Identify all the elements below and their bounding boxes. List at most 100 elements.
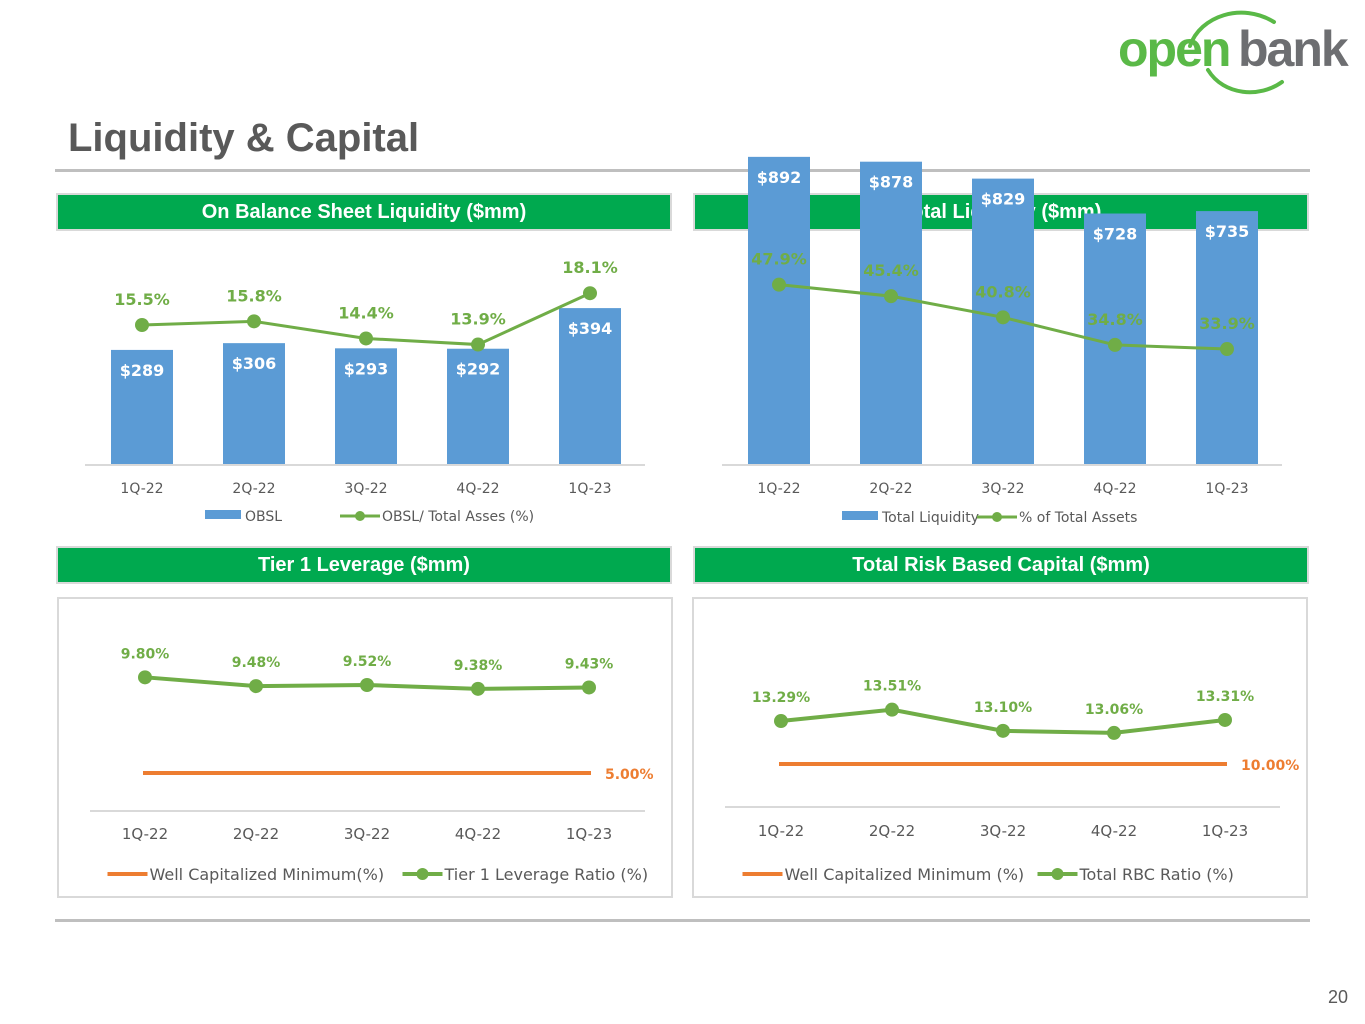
obsl-tick-3Q-22: 3Q-22 bbox=[344, 481, 387, 497]
obsl-tick-1Q-23: 1Q-23 bbox=[568, 481, 611, 497]
tier1-line-point-1Q-22 bbox=[138, 670, 152, 685]
logo-word-open: open bbox=[1118, 21, 1229, 77]
panel-header-total-rbc: Total Risk Based Capital ($mm) bbox=[693, 546, 1309, 584]
obsl-line-label-4Q-22: 13.9% bbox=[450, 310, 506, 329]
obsl-line-label-2Q-22: 15.8% bbox=[226, 286, 282, 305]
title-divider bbox=[55, 169, 1310, 172]
tier1-legend-line-marker bbox=[416, 868, 429, 880]
rbc-tick-2Q-22: 2Q-22 bbox=[869, 822, 915, 840]
total_liquidity-line-point-3Q-22 bbox=[996, 310, 1010, 325]
obsl-bar-1Q-22 bbox=[111, 349, 173, 465]
obsl-tick-4Q-22: 4Q-22 bbox=[456, 481, 499, 497]
total_liquidity-line-point-1Q-23 bbox=[1220, 342, 1234, 357]
tier1-line-label-1Q-22: 9.80% bbox=[121, 646, 170, 662]
obsl-line-point-4Q-22 bbox=[471, 337, 485, 352]
obsl-bar-label-3Q-22: $293 bbox=[344, 359, 389, 378]
total_liquidity-bar-label-3Q-22: $829 bbox=[981, 190, 1026, 209]
obsl-tick-1Q-22: 1Q-22 bbox=[120, 481, 163, 497]
rbc-line-label-2Q-22: 13.51% bbox=[863, 679, 921, 695]
obsl-bar-label-4Q-22: $292 bbox=[456, 360, 501, 379]
total_liquidity-tick-3Q-22: 3Q-22 bbox=[981, 481, 1024, 497]
rbc-line-point-2Q-22 bbox=[885, 702, 899, 717]
rbc-chart-frame bbox=[692, 597, 1308, 898]
tier1-line-label-4Q-22: 9.38% bbox=[454, 658, 503, 674]
total_liquidity-line-point-2Q-22 bbox=[884, 289, 898, 304]
tier1-line-point-2Q-22 bbox=[249, 679, 263, 694]
logo-word-bank: bank bbox=[1238, 21, 1349, 77]
tier1-legend-line-label: Tier 1 Leverage Ratio (%) bbox=[444, 865, 649, 884]
panel-header-obsl: On Balance Sheet Liquidity ($mm) bbox=[56, 193, 672, 231]
total_liquidity-line-label-2Q-22: 45.4% bbox=[863, 261, 919, 280]
total_liquidity-legend-line-marker bbox=[992, 512, 1002, 522]
tier1-legend-min-label: Well Capitalized Minimum(%) bbox=[150, 865, 385, 884]
rbc-tick-1Q-22: 1Q-22 bbox=[758, 822, 804, 840]
total_liquidity-line-label-1Q-22: 47.9% bbox=[751, 250, 807, 269]
obsl-line-point-1Q-23 bbox=[583, 286, 597, 301]
obsl-line-point-1Q-22 bbox=[135, 318, 149, 332]
tier1-tick-3Q-22: 3Q-22 bbox=[344, 825, 390, 843]
total_liquidity-line-label-4Q-22: 34.8% bbox=[1087, 310, 1143, 329]
obsl-legend-bar-swatch bbox=[205, 510, 241, 519]
total_liquidity-legend-line-label: % of Total Assets bbox=[1019, 510, 1137, 526]
rbc-tick-3Q-22: 3Q-22 bbox=[980, 822, 1026, 840]
obsl-legend-line-marker bbox=[355, 511, 365, 521]
tier1-line-point-1Q-23 bbox=[582, 680, 596, 695]
tier1-line-label-2Q-22: 9.48% bbox=[232, 655, 281, 671]
total_liquidity-bar-label-1Q-23: $735 bbox=[1205, 222, 1250, 241]
rbc-tick-1Q-23: 1Q-23 bbox=[1202, 822, 1248, 840]
obsl-bar-4Q-22 bbox=[447, 348, 509, 465]
tier1-min-label: 5.00% bbox=[605, 767, 654, 783]
rbc-line-label-1Q-23: 13.31% bbox=[1196, 689, 1254, 705]
obsl-bar-2Q-22 bbox=[223, 343, 285, 465]
panel-header-tier1-leverage: Tier 1 Leverage ($mm) bbox=[56, 546, 672, 584]
obsl-line-point-3Q-22 bbox=[359, 331, 373, 346]
rbc-line-label-1Q-22: 13.29% bbox=[752, 690, 810, 706]
page-title: Liquidity & Capital bbox=[68, 116, 420, 160]
tier1-line-label-1Q-23: 9.43% bbox=[565, 656, 614, 672]
openbank-logo: open bank bbox=[1118, 10, 1351, 95]
footer-divider bbox=[55, 919, 1310, 922]
tier1-chart-frame bbox=[57, 597, 673, 898]
logo-swoosh-top bbox=[1188, 10, 1276, 48]
logo-swoosh-bottom bbox=[1206, 68, 1284, 95]
obsl-line-label-3Q-22: 14.4% bbox=[338, 303, 394, 322]
total_liquidity-bar-label-1Q-22: $892 bbox=[757, 168, 802, 187]
obsl-legend-line-label: OBSL/ Total Asses (%) bbox=[382, 509, 534, 525]
obsl-bar-3Q-22 bbox=[335, 348, 397, 465]
rbc-line-label-3Q-22: 13.10% bbox=[974, 700, 1032, 716]
total_liquidity-bar-1Q-22 bbox=[748, 156, 810, 465]
total_liquidity-line-label-3Q-22: 40.8% bbox=[975, 282, 1031, 301]
obsl-tick-2Q-22: 2Q-22 bbox=[232, 481, 275, 497]
obsl-bar-label-1Q-22: $289 bbox=[120, 361, 165, 380]
rbc-tick-4Q-22: 4Q-22 bbox=[1091, 822, 1137, 840]
obsl-line-point-2Q-22 bbox=[247, 314, 261, 329]
obsl-legend-bar-label: OBSL bbox=[245, 509, 282, 525]
total_liquidity-legend-bar-label: Total Liquidity bbox=[881, 510, 979, 526]
tier1-line-point-3Q-22 bbox=[360, 677, 374, 692]
tier1-line-point-4Q-22 bbox=[471, 681, 485, 696]
rbc-legend-line-marker bbox=[1051, 868, 1064, 880]
tier1-tick-1Q-22: 1Q-22 bbox=[122, 825, 168, 843]
obsl-line-label-1Q-22: 15.5% bbox=[114, 290, 170, 309]
total_liquidity-bar-label-2Q-22: $878 bbox=[869, 173, 914, 192]
tier1-tick-4Q-22: 4Q-22 bbox=[455, 825, 501, 843]
total_liquidity-bar-2Q-22 bbox=[860, 161, 922, 465]
tier1-tick-2Q-22: 2Q-22 bbox=[233, 825, 279, 843]
page-number: 20 bbox=[1327, 987, 1348, 1007]
total_liquidity-tick-2Q-22: 2Q-22 bbox=[869, 481, 912, 497]
rbc-line-point-4Q-22 bbox=[1107, 725, 1121, 740]
total_liquidity-bar-label-4Q-22: $728 bbox=[1093, 225, 1138, 244]
tier1-line-label-3Q-22: 9.52% bbox=[343, 654, 392, 670]
rbc-line-point-1Q-23 bbox=[1218, 712, 1232, 727]
rbc-min-label: 10.00% bbox=[1241, 758, 1299, 774]
total_liquidity-tick-4Q-22: 4Q-22 bbox=[1093, 481, 1136, 497]
tier1-tick-1Q-23: 1Q-23 bbox=[566, 825, 612, 843]
total_liquidity-line-point-4Q-22 bbox=[1108, 337, 1122, 352]
total_liquidity-legend-bar-swatch bbox=[842, 511, 878, 520]
rbc-line-point-3Q-22 bbox=[996, 723, 1010, 738]
obsl-bar-label-2Q-22: $306 bbox=[232, 354, 277, 373]
total_liquidity-tick-1Q-23: 1Q-23 bbox=[1205, 481, 1248, 497]
rbc-line-label-4Q-22: 13.06% bbox=[1085, 702, 1143, 718]
rbc-legend-min-label: Well Capitalized Minimum (%) bbox=[785, 865, 1025, 884]
